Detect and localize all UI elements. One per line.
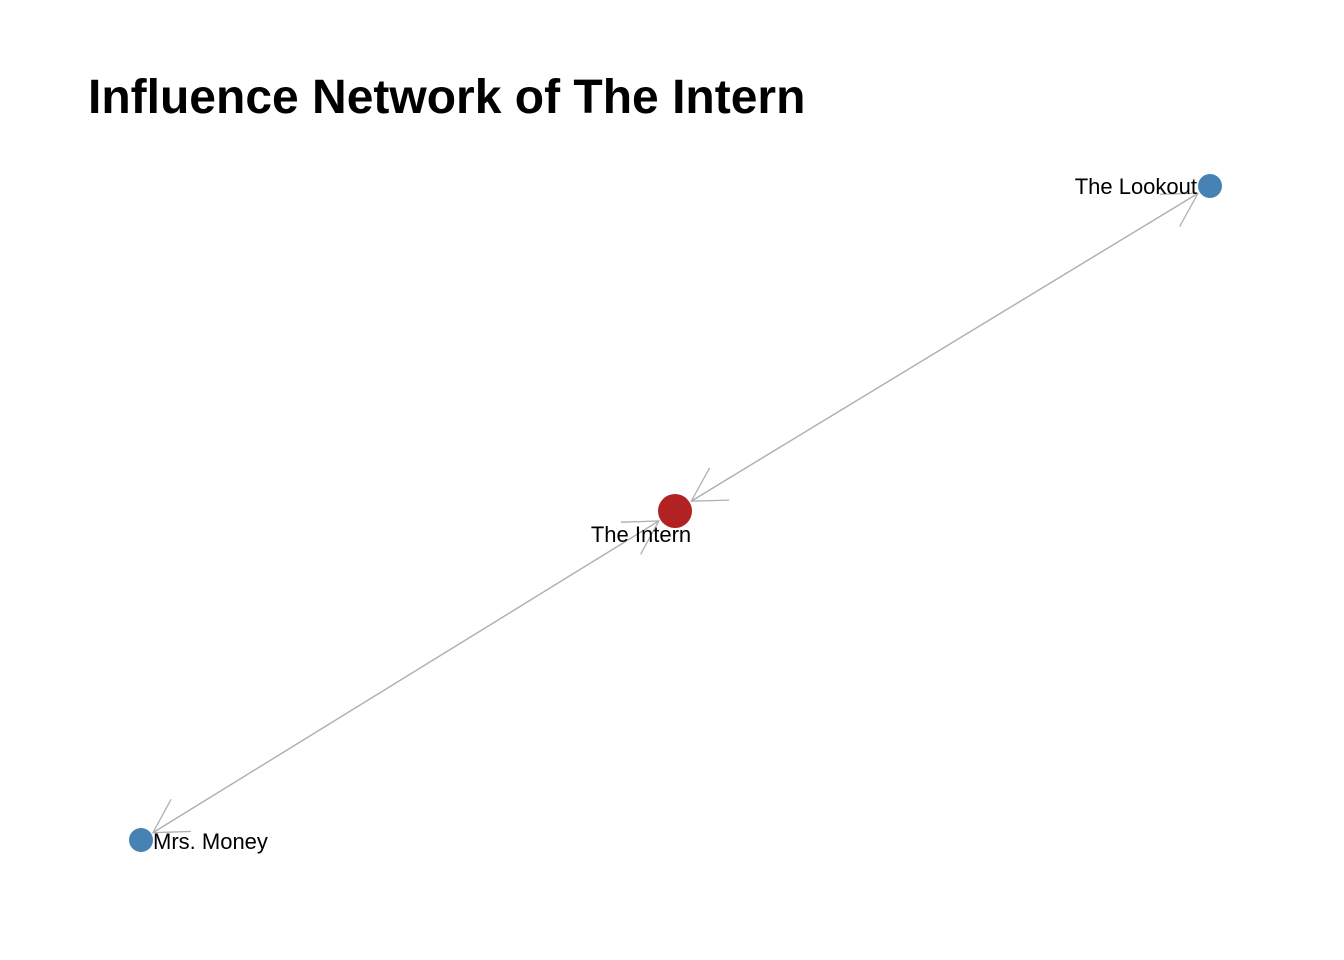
arrowhead xyxy=(151,798,191,834)
page-title: Influence Network of The Intern xyxy=(88,71,806,124)
nodes-layer xyxy=(129,174,1222,852)
node-label-money: Mrs. Money xyxy=(153,829,268,854)
edge-line xyxy=(690,192,1199,502)
edge-lookout-to-intern xyxy=(690,192,1199,502)
node-label-lookout: The Lookout xyxy=(1075,174,1197,199)
edges-layer xyxy=(151,192,1200,834)
node-intern xyxy=(658,494,692,528)
edge-line xyxy=(152,520,660,834)
node-lookout xyxy=(1198,174,1222,198)
labels-layer: The Intern The Lookout Mrs. Money xyxy=(153,174,1197,854)
node-label-intern: The Intern xyxy=(591,522,691,547)
arrowhead xyxy=(690,467,730,502)
arrowhead xyxy=(620,520,660,555)
edge-money-to-intern xyxy=(152,520,660,834)
node-money xyxy=(129,828,153,852)
